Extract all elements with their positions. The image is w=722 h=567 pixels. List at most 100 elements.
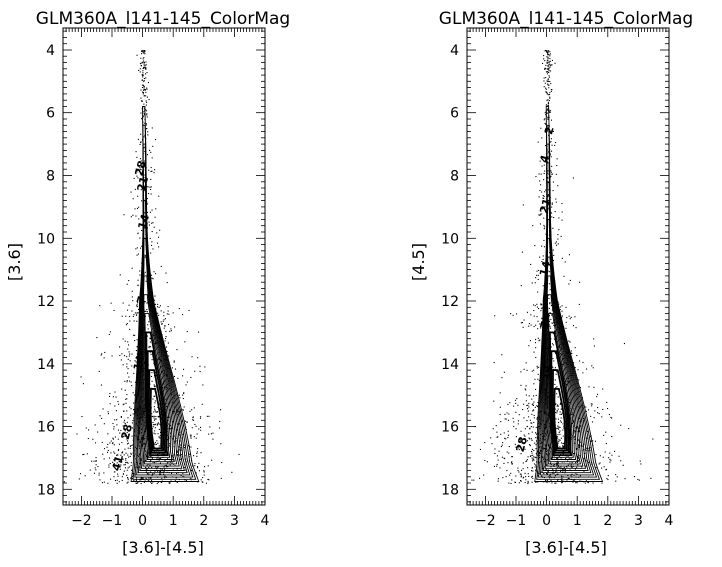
scatter-point — [109, 403, 111, 405]
scatter-point — [545, 451, 547, 453]
scatter-point — [144, 174, 146, 176]
scatter-point — [576, 426, 578, 428]
scatter-point — [510, 313, 512, 315]
scatter-point — [184, 420, 186, 422]
scatter-point — [182, 398, 184, 400]
scatter-point — [608, 457, 610, 459]
scatter-point — [88, 429, 90, 431]
scatter-point — [562, 480, 564, 482]
scatter-point — [143, 176, 145, 178]
scatter-point — [552, 366, 554, 368]
scatter-point — [125, 458, 127, 460]
scatter-point — [144, 254, 146, 256]
scatter-point — [559, 433, 561, 435]
scatter-point — [148, 466, 150, 468]
scatter-point — [133, 409, 135, 411]
scatter-point — [119, 346, 121, 348]
scatter-point — [124, 448, 126, 450]
scatter-point — [550, 318, 552, 320]
scatter-point — [198, 462, 200, 464]
scatter-point — [139, 143, 141, 145]
scatter-point — [190, 434, 192, 436]
scatter-point — [510, 482, 512, 484]
scatter-point — [143, 66, 145, 68]
scatter-point — [142, 93, 144, 95]
scatter-point — [533, 315, 535, 317]
scatter-point — [123, 355, 125, 357]
scatter-point — [124, 419, 126, 421]
scatter-point — [538, 453, 540, 455]
y-axis-label: [4.5] — [409, 243, 428, 281]
scatter-point — [157, 415, 159, 417]
scatter-point — [143, 51, 145, 53]
scatter-point — [146, 211, 148, 213]
scatter-point — [608, 413, 610, 415]
scatter-point — [152, 426, 154, 428]
scatter-point — [536, 303, 538, 305]
scatter-point — [547, 105, 549, 107]
scatter-point — [155, 418, 157, 420]
scatter-point — [555, 373, 557, 375]
scatter-point — [541, 165, 543, 167]
scatter-point — [547, 52, 549, 54]
scatter-point — [129, 455, 131, 457]
scatter-point — [548, 67, 550, 69]
scatter-point — [93, 460, 95, 462]
scatter-point — [130, 191, 132, 193]
scatter-point — [109, 331, 111, 333]
scatter-point — [107, 433, 109, 435]
scatter-point — [554, 330, 556, 332]
scatter-point — [550, 175, 552, 177]
panel-right: GLM360A_l141-145_ColorMag [3.6]-[4.5] [4… — [409, 9, 693, 557]
scatter-point — [548, 271, 550, 273]
scatter-point — [572, 479, 574, 481]
contour-line — [543, 218, 587, 469]
scatter-point — [550, 480, 552, 482]
scatter-point — [138, 441, 140, 443]
scatter-point — [579, 281, 581, 283]
y-tick-label: 14 — [441, 357, 459, 373]
scatter-point — [150, 375, 152, 377]
scatter-point — [212, 438, 214, 440]
scatter-point — [118, 481, 120, 483]
scatter-point — [140, 483, 142, 485]
scatter-point — [113, 309, 115, 311]
scatter-point — [592, 421, 594, 423]
scatter-point — [526, 311, 528, 313]
scatter-point — [567, 456, 569, 458]
scatter-point — [129, 353, 131, 355]
scatter-point — [499, 413, 501, 415]
scatter-point — [141, 229, 143, 231]
scatter-point — [115, 457, 117, 459]
contour-label: 14 — [537, 259, 554, 277]
scatter-point — [497, 459, 499, 461]
scatter-point — [528, 406, 530, 408]
scatter-point — [159, 305, 161, 307]
scatter-point — [150, 471, 152, 473]
scatter-point — [549, 92, 551, 94]
scatter-point — [96, 337, 98, 339]
scatter-point — [151, 413, 153, 415]
scatter-point — [154, 410, 156, 412]
scatter-point — [143, 89, 145, 91]
scatter-point — [161, 482, 163, 484]
scatter-point — [151, 416, 153, 418]
scatter-point — [121, 456, 123, 458]
scatter-point — [170, 328, 172, 330]
scatter-point — [544, 424, 546, 426]
scatter-point — [113, 428, 115, 430]
scatter-point — [556, 412, 558, 414]
scatter-point — [585, 480, 587, 482]
scatter-point — [538, 379, 540, 381]
scatter-point — [539, 323, 541, 325]
scatter-point — [536, 316, 538, 318]
scatter-point — [148, 224, 150, 226]
scatter-point — [560, 413, 562, 415]
scatter-point — [574, 367, 576, 369]
scatter-point — [158, 423, 160, 425]
scatter-point — [529, 438, 531, 440]
scatter-point — [544, 122, 546, 124]
scatter-point — [148, 169, 150, 171]
scatter-point — [547, 71, 549, 73]
scatter-point — [537, 451, 539, 453]
